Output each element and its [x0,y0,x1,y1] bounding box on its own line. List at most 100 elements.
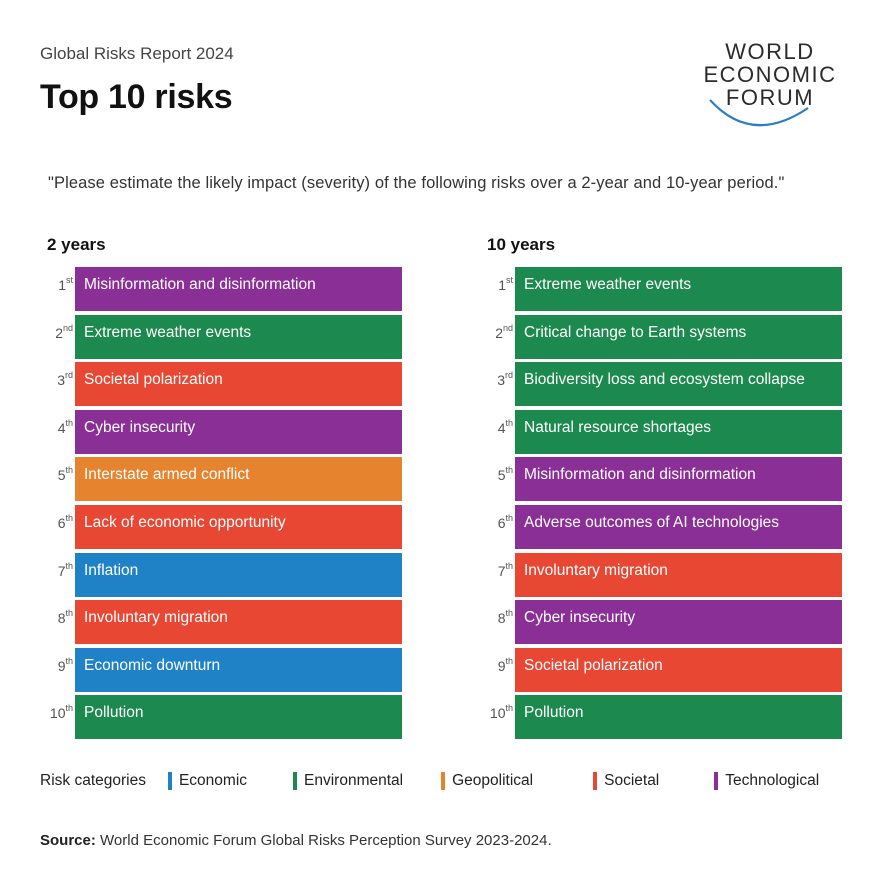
risk-rank: 10th [480,703,513,722]
rank-suffix: rd [64,370,73,381]
risk-row: 2nd Extreme weather events [40,314,402,363]
rank-suffix: th [505,465,513,476]
risk-rank: 8th [40,608,73,627]
legend-item-economic: Economic [167,772,248,790]
risk-row: 2nd Critical change to Earth systems [480,314,842,363]
rank-suffix: th [505,655,513,666]
risk-row: 1st Misinformation and disinformation [40,267,402,315]
risk-row: 4th Natural resource shortages [480,409,842,458]
rank-number: 4 [497,419,506,436]
risk-label: Cyber insecurity [75,409,402,454]
risk-label: Involuntary migration [75,600,402,645]
risk-row: 1st Extreme weather events [480,267,842,315]
risk-rank: 2nd [480,323,513,341]
risk-row: 5th Misinformation and disinformation [480,457,842,505]
rank-number: 3 [497,372,505,389]
risk-rank: 4th [40,417,73,436]
rank-suffix: th [65,417,73,428]
source-label: Source: [40,832,96,849]
rank-suffix: rd [504,370,513,381]
legend-swatch [167,772,172,790]
risk-label: Natural resource shortages [515,409,842,454]
two-year-list: 1st Misinformation and disinformation 2nd E… [40,267,402,743]
logo-line-1: WORLD [725,39,815,64]
page-title: Top 10 risks [40,78,233,116]
legend-label: Societal [604,772,660,789]
legend-label: Geopolitical [452,772,534,789]
rank-number: 1 [498,277,506,293]
rank-number: 7 [57,562,66,579]
legend-label: Economic [178,772,248,789]
risk-rank: 7th [40,561,73,579]
risk-row: 7th Inflation [40,552,402,601]
risk-label: Involuntary migration [515,552,842,597]
ten-year-heading: 10 years [487,235,556,254]
report-label: Global Risks Report 2024 [40,44,234,63]
risk-row: 3rd Biodiversity loss and ecosystem colla… [480,362,842,410]
rank-number: 8 [57,610,66,627]
legend-swatch [293,772,298,790]
rank-suffix: th [505,417,513,428]
risk-row: 6th Adverse outcomes of AI technologies [480,504,842,553]
risk-label: Societal polarization [75,362,402,407]
risk-rank: 3rd [480,370,513,389]
risk-label: Critical change to Earth systems [515,314,842,359]
risk-row: 9th Economic downturn [40,647,402,696]
legend-title: Risk categories [40,772,146,789]
risk-rank: 9th [480,655,513,674]
survey-question: "Please estimate the likely impact (seve… [48,174,785,192]
rank-number: 9 [57,657,66,674]
rank-number: 9 [497,657,506,674]
risk-rank: 4th [480,417,513,436]
rank-number: 10 [489,705,506,722]
wef-logo: WORLD ECONOMIC FORUM [690,38,850,130]
rank-number: 5 [57,467,66,484]
risk-row: 8th Involuntary migration [40,600,402,648]
legend-label: Environmental [304,772,404,789]
rank-suffix: nd [62,322,73,333]
risk-rank: 5th [40,465,73,484]
risk-row: 8th Cyber insecurity [480,600,842,648]
rank-number: 4 [57,419,66,436]
risk-label: Societal polarization [515,647,842,692]
logo-line-3: FORUM [725,85,815,110]
rank-suffix: st [505,275,513,285]
rank-number: 6 [57,514,66,531]
risk-label: Adverse outcomes of AI technologies [515,504,842,549]
risk-label: Biodiversity loss and ecosystem collapse [515,362,842,407]
legend-swatch [593,772,598,790]
risk-row: 3rd Societal polarization [40,362,402,410]
risk-label: Interstate armed conflict [75,457,402,502]
risk-rank: 7th [480,560,513,579]
risk-row: 5th Interstate armed conflict [40,457,402,505]
source-note: Source: World Economic Forum Global Risk… [40,832,552,849]
rank-number: 5 [497,467,506,484]
rank-suffix: th [65,703,73,714]
ten-year-column: 10 years 1st Extreme weather events 2nd Cri… [480,235,842,743]
risk-rank: 1st [480,275,513,293]
risk-row: 9th Societal polarization [480,647,842,696]
risk-label: Lack of economic opportunity [75,504,402,549]
rank-suffix: th [505,560,513,571]
rank-number: 2 [495,324,503,341]
legend-item-technological: Technological [714,772,819,790]
risk-row: 6th Lack of economic opportunity [40,504,402,553]
legend-items: Economic Environmental Geopolitical Societa… [167,772,819,790]
risk-label: Extreme weather events [515,267,842,311]
risk-label: Pollution [75,695,402,740]
legend-label: Technological [725,772,820,789]
two-year-heading: 2 years [47,235,106,254]
source-text: World Economic Forum Global Risks Percep… [95,832,552,849]
risk-rank: 9th [40,655,73,674]
legend: Risk categories Economic Environmental Geo… [40,772,819,790]
risk-rank: 6th [480,513,513,531]
risk-label: Cyber insecurity [515,600,842,645]
risk-rank: 1st [40,275,73,293]
rank-suffix: th [65,655,73,666]
legend-swatch [441,772,446,790]
risk-row: 4th Cyber insecurity [40,409,402,458]
rank-suffix: th [505,703,513,714]
risk-rank: 5th [480,465,513,484]
ten-year-list: 1st Extreme weather events 2nd Critical cha… [480,267,842,743]
rank-number: 8 [497,610,506,627]
